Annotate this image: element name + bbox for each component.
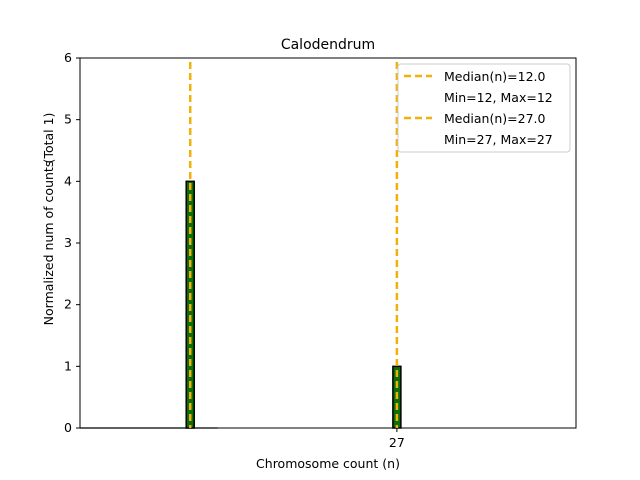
y-tick-label-2: 2 <box>64 297 72 312</box>
x-axis-ticks: 27 <box>389 428 405 450</box>
legend-median-2-label: Median(n)=27.0 <box>444 111 545 126</box>
median-lines-layer <box>188 62 399 428</box>
y-tick-label-3: 3 <box>64 235 72 250</box>
legend-median-1-range: Min=12, Max=12 <box>444 90 553 105</box>
y-tick-label-4: 4 <box>64 173 72 188</box>
legend-median-2-range: Min=27, Max=27 <box>444 132 553 147</box>
chart-title: Calodendrum <box>281 37 375 53</box>
x-axis-label: Chromosome count (n) <box>256 456 400 471</box>
y-tick-label-1: 1 <box>64 358 72 373</box>
y-tick-label-5: 5 <box>64 112 72 127</box>
y-axis-label: Normalized num of counts <box>41 161 56 326</box>
y-tick-label-6: 6 <box>64 50 72 65</box>
y-axis-ticks: 0 1 2 3 4 5 6 <box>64 50 80 435</box>
legend-median-1-label: Median(n)=12.0 <box>444 69 545 84</box>
x-tick-label-27: 27 <box>389 435 405 450</box>
y-axis-label-note: (Total 1) <box>41 113 56 164</box>
legend-box <box>397 63 571 153</box>
y-tick-label-0: 0 <box>64 420 72 435</box>
legend: Median(n)=12.0 Min=12, Max=12 Median(n)=… <box>397 63 571 153</box>
bars-layer <box>80 180 402 429</box>
